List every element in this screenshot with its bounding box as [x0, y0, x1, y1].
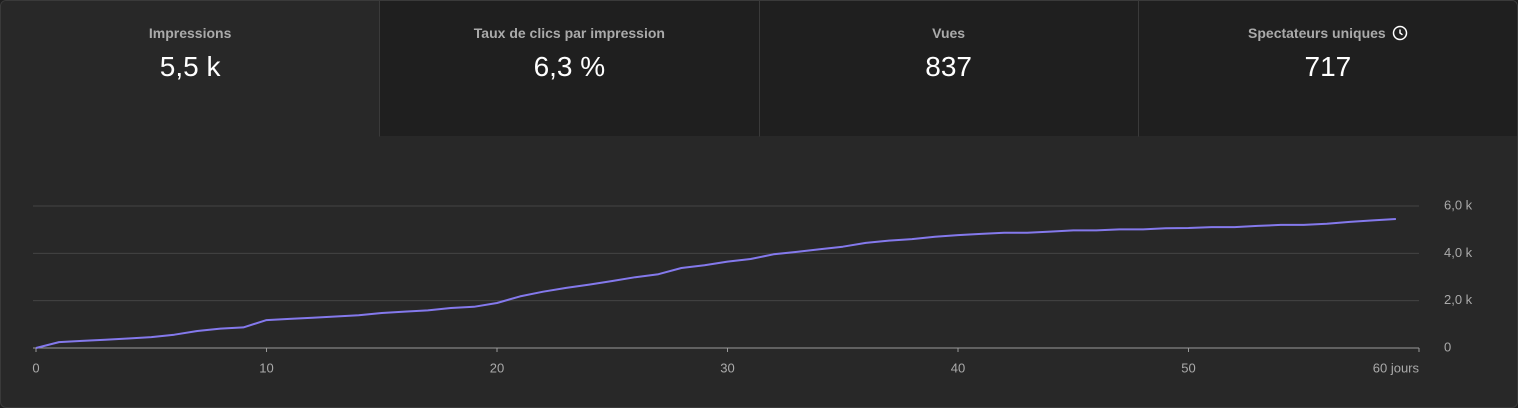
metric-tab[interactable]: Taux de clics par impression 6,3 %	[379, 1, 759, 137]
metric-tab[interactable]: Spectateurs uniques 717	[1137, 1, 1517, 137]
x-tick-label: 20	[490, 360, 504, 375]
y-tick-label: 2,0 k	[1444, 292, 1473, 307]
metric-value: 837	[925, 51, 972, 82]
metric-value: 5,5 k	[159, 51, 221, 82]
metric-tab[interactable]: Impressions 5,5 k	[1, 1, 380, 137]
metric-value: 6,3 %	[533, 51, 606, 82]
y-tick-label: 6,0 k	[1444, 197, 1473, 212]
y-tick-label: 0	[1444, 339, 1451, 354]
metric-tabs: Impressions 5,5 k Taux de clics par impr…	[1, 1, 1517, 137]
x-tick-label: 0	[32, 360, 39, 375]
x-tick-label: 40	[951, 360, 965, 375]
x-tick-label: 30	[720, 360, 734, 375]
x-tick-label: 10	[259, 360, 273, 375]
x-tick-label: 50	[1181, 360, 1195, 375]
metric-label: Impressions	[148, 25, 232, 41]
line-series	[35, 218, 1396, 349]
metric-label: Spectateurs uniques	[1248, 25, 1386, 41]
metric-value: 717	[1304, 51, 1352, 82]
y-tick-label: 4,0 k	[1444, 245, 1473, 260]
metric-tab[interactable]: Vues 837	[758, 1, 1138, 137]
x-tick-label: 60 jours	[1373, 360, 1420, 375]
clock-icon[interactable]	[1392, 25, 1408, 41]
metric-label: Taux de clics par impression	[473, 25, 665, 41]
metric-label: Vues	[932, 25, 966, 41]
